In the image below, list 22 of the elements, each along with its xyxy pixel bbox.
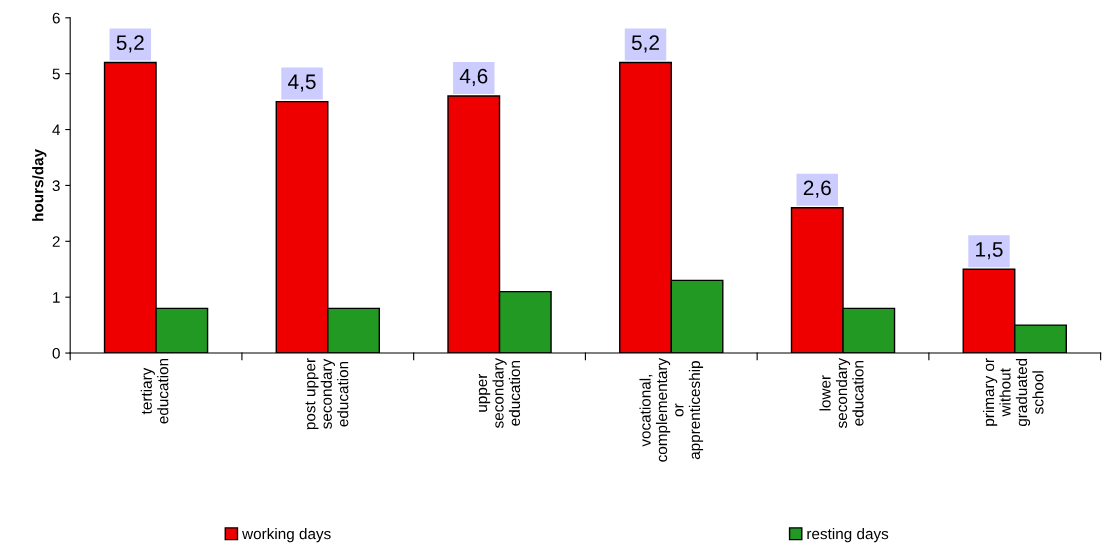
y-tick-label: 3 [52,180,60,192]
legend-label: resting days [807,528,889,543]
y-tick-label: 0 [52,347,60,359]
x-tick-label: post upper secondary education [305,358,349,430]
y-tick-label: 4 [52,124,61,136]
x-tick-label: primary or without graduated school [982,358,1044,427]
x-tick-label: vocational, complementary or apprenticeship [639,357,704,462]
legend-label: working days [242,528,331,543]
y-tick-label: 2 [52,236,60,247]
y-tick-label: 6 [52,12,60,24]
data-label: 5,2 [116,35,144,53]
data-label: 4,6 [459,68,488,87]
x-tick-label: tertiary education [140,358,169,424]
data-label: 4,5 [288,74,316,92]
data-label: 2,6 [803,180,831,198]
data-label: 5,2 [631,35,659,53]
y-axis-title: hours/day [32,149,47,221]
x-tick-label: lower secondary education [819,357,864,428]
y-tick-label: 1 [53,292,60,303]
x-tick-label: upper secondary education [478,357,521,428]
y-tick-label: 5 [52,68,60,80]
data-label: 1,5 [976,242,1003,260]
